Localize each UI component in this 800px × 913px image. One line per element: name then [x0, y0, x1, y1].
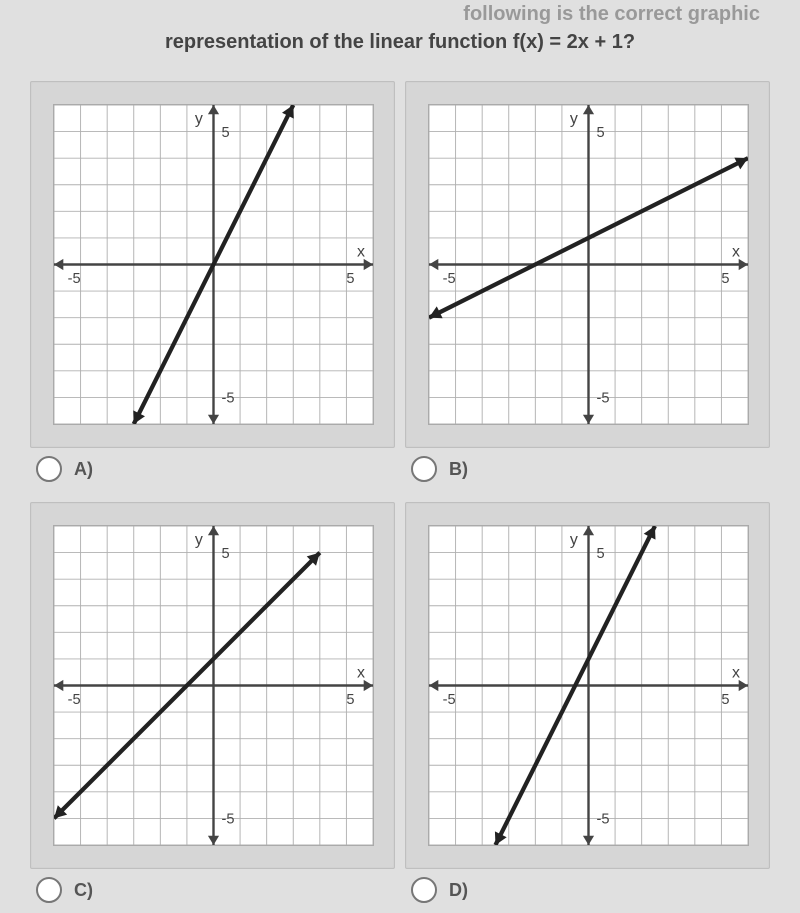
svg-text:-5: -5 — [443, 271, 456, 287]
svg-text:-5: -5 — [596, 812, 609, 828]
graph-a: -55-55xy — [53, 104, 374, 425]
svg-text:5: 5 — [721, 271, 729, 287]
svg-text:5: 5 — [596, 546, 604, 562]
graph-b: -55-55xy — [428, 104, 749, 425]
graph-d: -55-55xy — [428, 525, 749, 846]
svg-text:y: y — [570, 111, 578, 128]
svg-text:y: y — [195, 532, 203, 549]
option-letter-b: B) — [449, 459, 468, 480]
svg-text:5: 5 — [596, 125, 604, 141]
options-grid: -55-55xy A) -55-55xy B) -55-55xy C) -55-… — [0, 71, 800, 913]
svg-text:5: 5 — [346, 692, 354, 708]
option-c: -55-55xy C) — [30, 502, 395, 903]
question-text: following is the correct graphic represe… — [0, 0, 800, 71]
svg-text:-5: -5 — [221, 391, 234, 407]
svg-text:x: x — [732, 665, 740, 682]
graph-panel-c: -55-55xy — [30, 502, 395, 869]
svg-text:y: y — [195, 111, 203, 128]
svg-text:-5: -5 — [68, 271, 81, 287]
svg-text:5: 5 — [221, 125, 229, 141]
option-b: -55-55xy B) — [405, 81, 770, 482]
option-a: -55-55xy A) — [30, 81, 395, 482]
svg-text:5: 5 — [221, 546, 229, 562]
svg-text:-5: -5 — [221, 812, 234, 828]
svg-text:y: y — [570, 532, 578, 549]
svg-text:x: x — [357, 665, 365, 682]
graph-panel-b: -55-55xy — [405, 81, 770, 448]
svg-text:x: x — [357, 244, 365, 261]
option-letter-a: A) — [74, 459, 93, 480]
option-letter-d: D) — [449, 880, 468, 901]
radio-a[interactable] — [36, 456, 62, 482]
radio-d[interactable] — [411, 877, 437, 903]
graph-c: -55-55xy — [53, 525, 374, 846]
option-d: -55-55xy D) — [405, 502, 770, 903]
svg-text:5: 5 — [346, 271, 354, 287]
svg-text:-5: -5 — [68, 692, 81, 708]
radio-c[interactable] — [36, 877, 62, 903]
graph-panel-a: -55-55xy — [30, 81, 395, 448]
question-line-2: representation of the linear function f(… — [40, 28, 760, 56]
graph-panel-d: -55-55xy — [405, 502, 770, 869]
radio-b[interactable] — [411, 456, 437, 482]
svg-text:x: x — [732, 244, 740, 261]
question-partial-top: following is the correct graphic — [40, 0, 760, 28]
svg-text:-5: -5 — [443, 692, 456, 708]
option-letter-c: C) — [74, 880, 93, 901]
svg-text:-5: -5 — [596, 391, 609, 407]
svg-text:5: 5 — [721, 692, 729, 708]
